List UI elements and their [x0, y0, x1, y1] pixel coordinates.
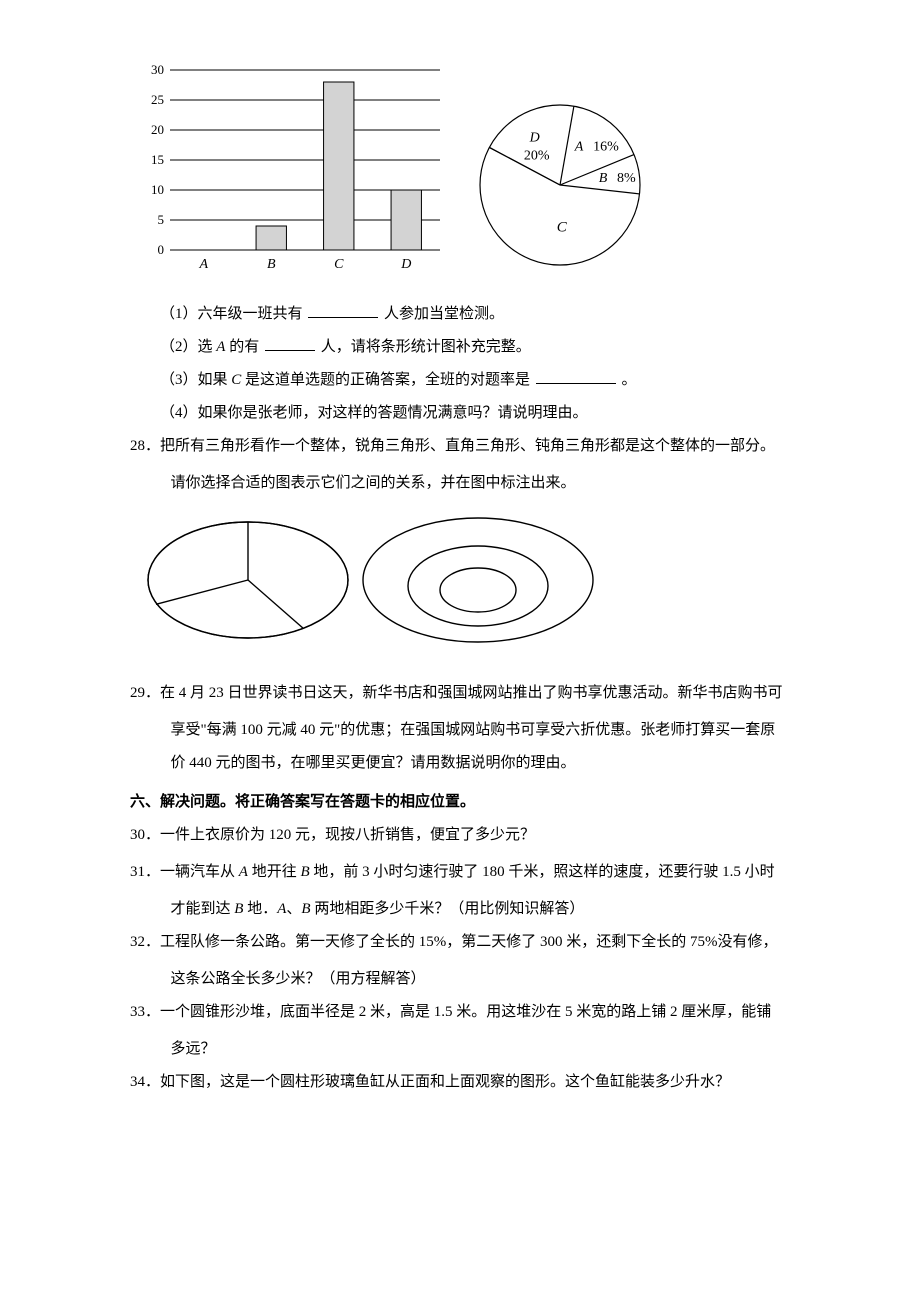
svg-text:15: 15	[151, 152, 164, 167]
diagram-choices	[138, 510, 598, 650]
q27-2-mid: 的有	[229, 339, 263, 355]
q34-num: 34．	[130, 1074, 160, 1090]
svg-text:5: 5	[158, 212, 165, 227]
q31-num: 31．	[130, 864, 160, 880]
q31-l2-post: 两地相距多少千米？（用比例知识解答）	[311, 901, 585, 917]
q34: 34．如下图，这是一个圆柱形玻璃鱼缸从正面和上面观察的图形。这个鱼缸能装多少升水…	[130, 1066, 810, 1099]
svg-text:30: 30	[151, 62, 164, 77]
svg-text:16%: 16%	[593, 139, 619, 154]
q30-text: 一件上衣原价为 120 元，现按八折销售，便宜了多少元？	[160, 827, 535, 843]
svg-text:D: D	[400, 257, 411, 272]
svg-text:20: 20	[151, 122, 164, 137]
q32-line1: 工程队修一条公路。第一天修了全长的 15%，第二天修了 300 米，还剩下全长的…	[160, 934, 778, 950]
svg-text:B: B	[267, 257, 276, 272]
q27-3-blank	[536, 368, 616, 384]
q27-sub3: （3）如果 C 是这道单选题的正确答案，全班的对题率是 。	[160, 364, 810, 397]
q27-3-pre: （3）如果	[160, 372, 231, 388]
svg-text:A: A	[574, 139, 584, 154]
q31-A2: A	[277, 901, 286, 917]
q31-l1-pre: 一辆汽车从	[160, 864, 239, 880]
q29: 29．在 4 月 23 日世界读书日这天，新华书店和强国城网站推出了购书享优惠活…	[130, 677, 810, 710]
q31-l2-mid2: 、	[286, 901, 301, 917]
q33-num: 33．	[130, 1004, 160, 1020]
q27-sub4: （4）如果你是张老师，对这样的答题情况满意吗？请说明理由。	[160, 397, 810, 430]
svg-text:20%: 20%	[524, 148, 550, 163]
q31-l1-mid2: 地，前 3 小时匀速行驶了 180 千米，照这样的速度，还要行驶 1.5 小时	[310, 864, 775, 880]
svg-text:D: D	[529, 130, 540, 145]
svg-text:C: C	[557, 220, 568, 236]
q31: 31．一辆汽车从 A 地开往 B 地，前 3 小时匀速行驶了 180 千米，照这…	[130, 856, 810, 889]
q31-l2-mid1: 地．	[243, 901, 277, 917]
svg-text:A: A	[198, 257, 208, 272]
svg-text:C: C	[334, 257, 344, 272]
q31-B3: B	[301, 901, 310, 917]
svg-text:0: 0	[158, 242, 165, 257]
q31-l1-mid1: 地开往	[248, 864, 301, 880]
q27-2-pre: （2）选	[160, 339, 216, 355]
q27-2-blank	[265, 335, 315, 351]
q27-2-A: A	[216, 339, 225, 355]
q27-3-mid: 是这道单选题的正确答案，全班的对题率是	[245, 372, 534, 388]
q27-3-post: 。	[622, 372, 637, 388]
q31-line2: 才能到达 B 地．A、B 两地相距多少千米？（用比例知识解答）	[171, 893, 811, 926]
q33-line1: 一个圆锥形沙堆，底面半径是 2 米，高是 1.5 米。用这堆沙在 5 米宽的路上…	[160, 1004, 771, 1020]
q27-sub2: （2）选 A 的有 人，请将条形统计图补充完整。	[160, 331, 810, 364]
q27-1-blank	[308, 302, 378, 318]
q29-line2: 享受"每满 100 元减 40 元"的优惠；在强国城网站购书可享受六折优惠。张老…	[171, 714, 811, 747]
charts-row: 0 5 10 15 20 25 30 A B C D D 20% A 16% B 8% C	[130, 60, 810, 280]
bar-chart: 0 5 10 15 20 25 30 A B C D	[130, 60, 450, 280]
q28: 28．把所有三角形看作一个整体，锐角三角形、直角三角形、钝角三角形都是这个整体的…	[130, 430, 810, 463]
q28-num: 28．	[130, 438, 160, 454]
q30: 30．一件上衣原价为 120 元，现按八折销售，便宜了多少元？	[130, 819, 810, 852]
q28-line2: 请你选择合适的图表示它们之间的关系，并在图中标注出来。	[171, 467, 811, 500]
q32: 32．工程队修一条公路。第一天修了全长的 15%，第二天修了 300 米，还剩下…	[130, 926, 810, 959]
svg-text:10: 10	[151, 182, 164, 197]
q27-1-post: 人参加当堂检测。	[384, 306, 504, 322]
pie-chart: D 20% A 16% B 8% C	[460, 80, 660, 280]
q29-num: 29．	[130, 685, 160, 701]
q32-num: 32．	[130, 934, 160, 950]
q27-sub1: （1）六年级一班共有 人参加当堂检测。	[160, 298, 810, 331]
q27-3-C: C	[231, 372, 241, 388]
q34-text: 如下图，这是一个圆柱形玻璃鱼缸从正面和上面观察的图形。这个鱼缸能装多少升水？	[160, 1074, 730, 1090]
section-6-header: 六、解决问题。将正确答案写在答题卡的相应位置。	[130, 786, 810, 819]
svg-text:25: 25	[151, 92, 164, 107]
q29-line1: 在 4 月 23 日世界读书日这天，新华书店和强国城网站推出了购书享优惠活动。新…	[160, 685, 783, 701]
q31-A1: A	[239, 864, 248, 880]
q33: 33．一个圆锥形沙堆，底面半径是 2 米，高是 1.5 米。用这堆沙在 5 米宽…	[130, 996, 810, 1029]
q31-l2-pre: 才能到达	[171, 901, 235, 917]
q32-line2: 这条公路全长多少米？（用方程解答）	[171, 963, 811, 996]
q27-2-post: 人，请将条形统计图补充完整。	[321, 339, 531, 355]
svg-text:8%: 8%	[617, 171, 636, 186]
q33-line2: 多远？	[171, 1033, 811, 1066]
svg-text:B: B	[599, 171, 608, 186]
q27-1-pre: （1）六年级一班共有	[160, 306, 306, 322]
q29-line3: 价 440 元的图书，在哪里买更便宜？请用数据说明你的理由。	[171, 747, 811, 780]
q28-line1: 把所有三角形看作一个整体，锐角三角形、直角三角形、钝角三角形都是这个整体的一部分…	[160, 438, 775, 454]
q31-B1: B	[300, 864, 309, 880]
q30-num: 30．	[130, 827, 160, 843]
